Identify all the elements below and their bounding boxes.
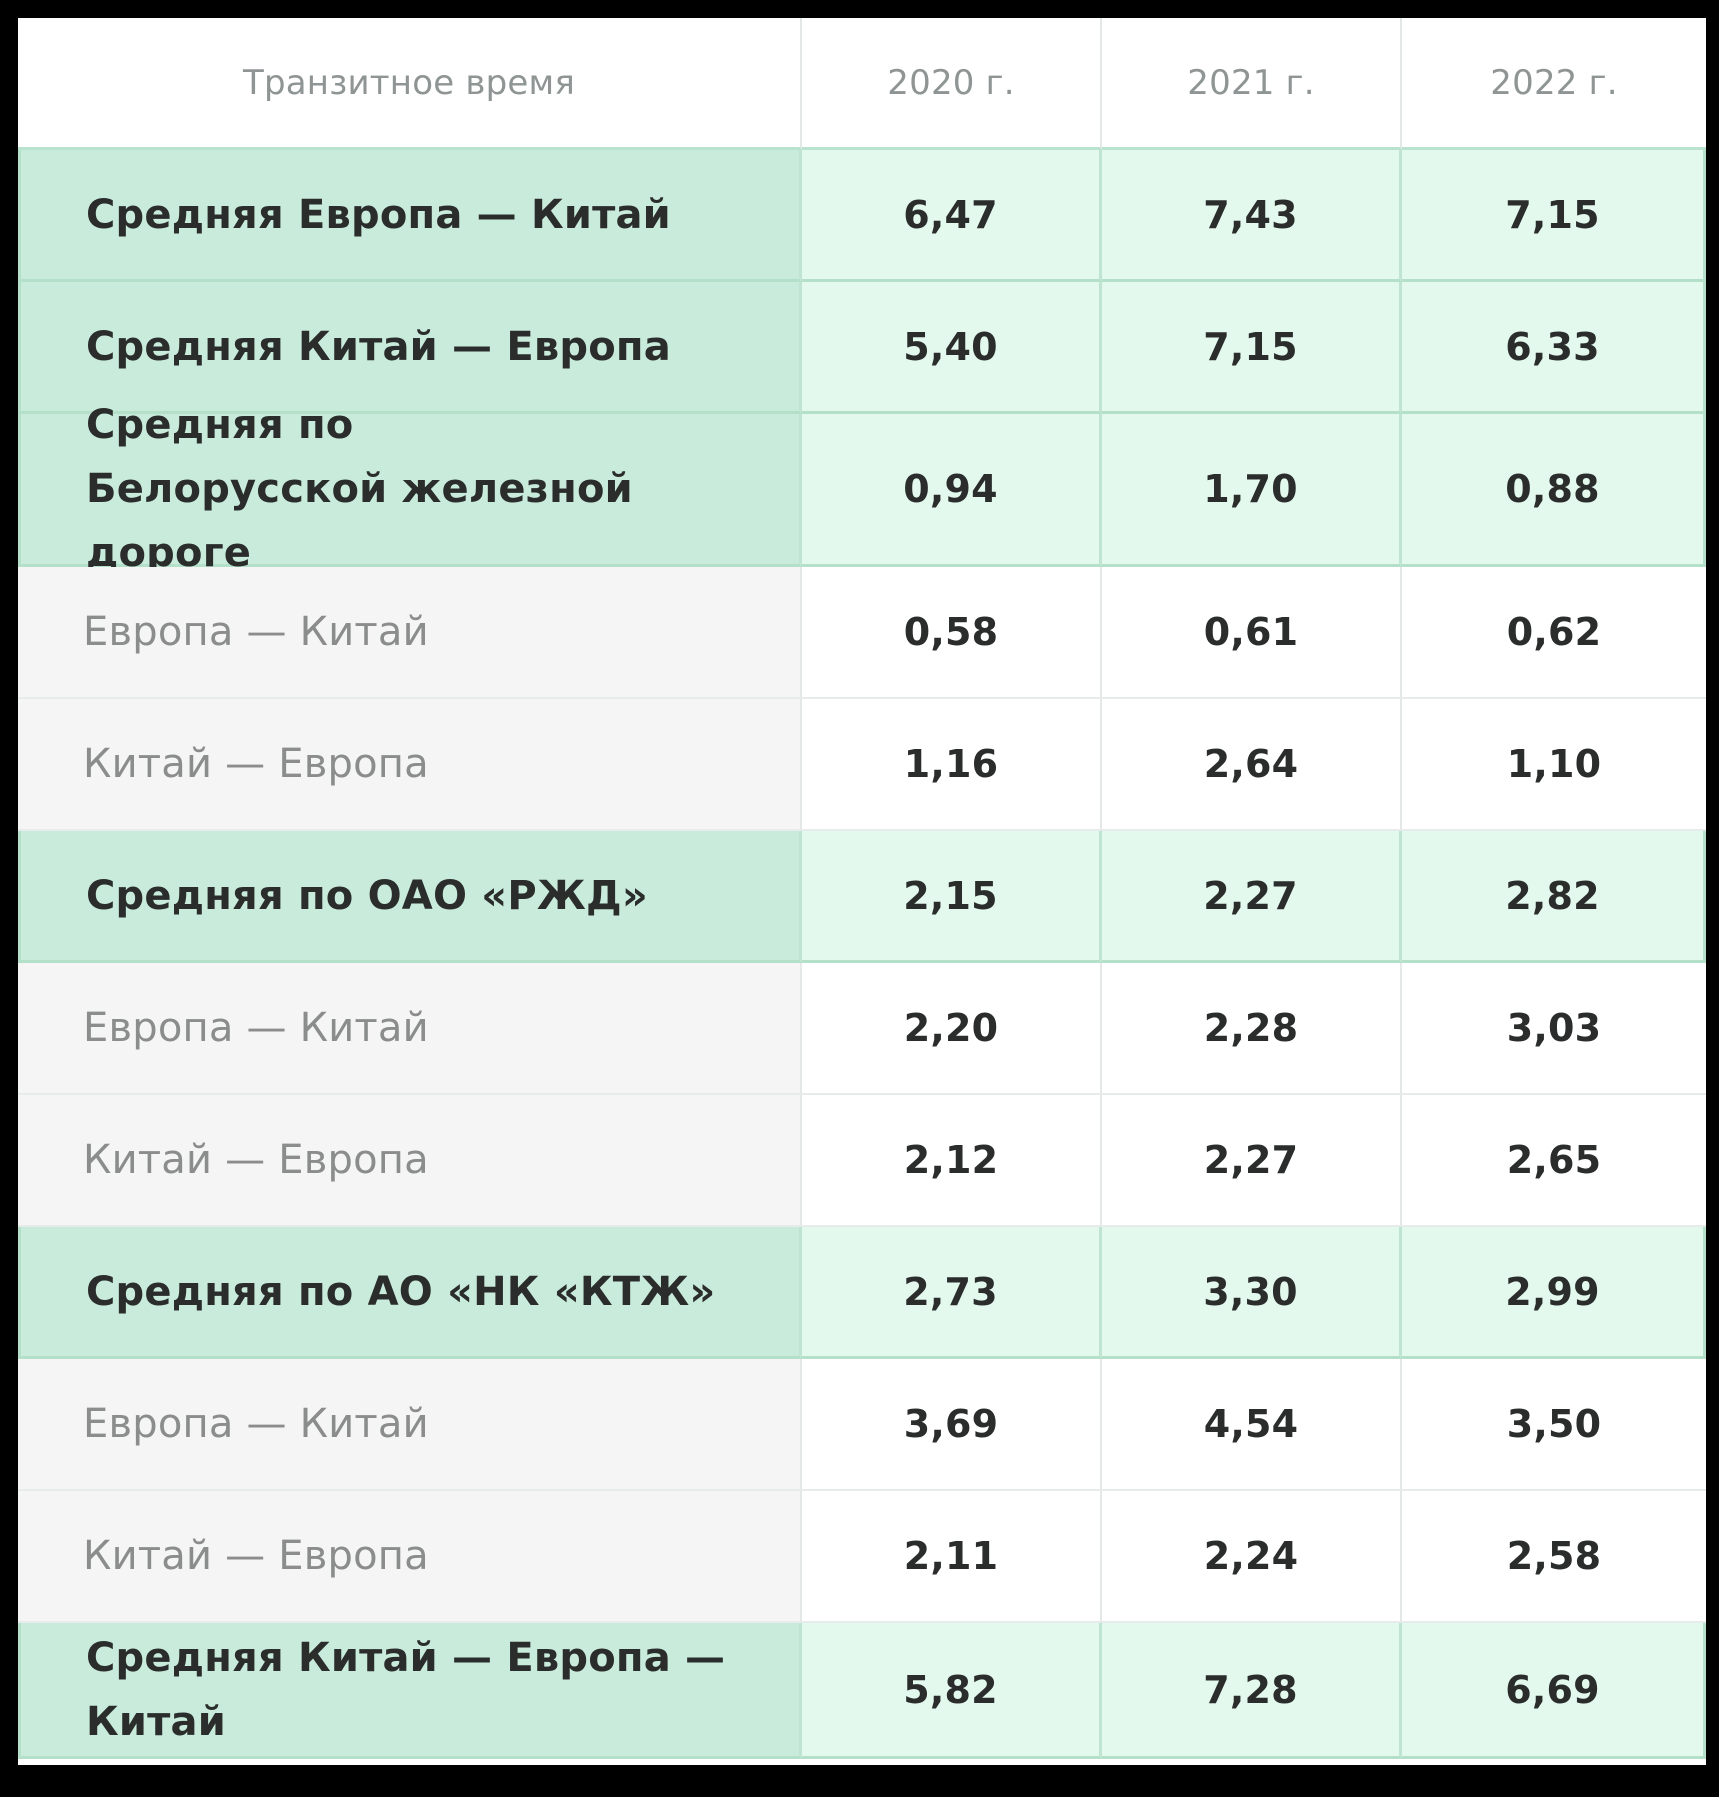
table-frame: Транзитное время 2020 г. 2021 г. 2022 г.… (18, 18, 1706, 1765)
value-cell-2022: 2,99 (1402, 1227, 1706, 1359)
value-cell-2022: 7,15 (1402, 150, 1706, 282)
value-cell-2022: 1,10 (1402, 699, 1706, 831)
row-label: Европа — Китай (18, 567, 802, 699)
value-cell-2021: 2,27 (1102, 831, 1402, 963)
value-cell-2021: 2,64 (1102, 699, 1402, 831)
value-cell-2020: 2,12 (802, 1095, 1102, 1227)
transit-time-table: Транзитное время 2020 г. 2021 г. 2022 г.… (18, 18, 1706, 1759)
header-cell-2022: 2022 г. (1402, 18, 1706, 150)
value-cell-2022: 3,03 (1402, 963, 1706, 1095)
header-cell-transit-time: Транзитное время (18, 18, 802, 150)
value-cell-2020: 2,11 (802, 1491, 1102, 1623)
row-label: Европа — Китай (18, 963, 802, 1095)
value-cell-2020: 0,58 (802, 567, 1102, 699)
value-cell-2020: 5,40 (802, 282, 1102, 414)
value-cell-2021: 7,28 (1102, 1623, 1402, 1759)
row-label: Средняя по АО «НК «КТЖ» (18, 1227, 802, 1359)
value-cell-2022: 3,50 (1402, 1359, 1706, 1491)
row-label: Средняя Китай — Европа (18, 282, 802, 414)
row-label: Средняя по ОАО «РЖД» (18, 831, 802, 963)
value-cell-2020: 5,82 (802, 1623, 1102, 1759)
value-cell-2022: 2,58 (1402, 1491, 1706, 1623)
value-cell-2022: 2,65 (1402, 1095, 1706, 1227)
row-label: Европа — Китай (18, 1359, 802, 1491)
value-cell-2020: 0,94 (802, 414, 1102, 567)
value-cell-2020: 2,20 (802, 963, 1102, 1095)
value-cell-2021: 4,54 (1102, 1359, 1402, 1491)
header-cell-2020: 2020 г. (802, 18, 1102, 150)
value-cell-2020: 2,73 (802, 1227, 1102, 1359)
row-label: Средняя по Белорусской железной дороге (18, 402, 802, 576)
row-label: Китай — Европа (18, 1491, 802, 1623)
value-cell-2020: 1,16 (802, 699, 1102, 831)
row-label: Средняя Китай — Европа — Китай (18, 1623, 802, 1759)
value-cell-2021: 3,30 (1102, 1227, 1402, 1359)
header-cell-2021: 2021 г. (1102, 18, 1402, 150)
value-cell-2022: 2,82 (1402, 831, 1706, 963)
value-cell-2022: 0,62 (1402, 567, 1706, 699)
value-cell-2022: 6,69 (1402, 1623, 1706, 1759)
value-cell-2021: 1,70 (1102, 414, 1402, 567)
value-cell-2021: 2,27 (1102, 1095, 1402, 1227)
row-label: Китай — Европа (18, 699, 802, 831)
value-cell-2022: 0,88 (1402, 414, 1706, 567)
row-label: Средняя Европа — Китай (18, 150, 802, 282)
value-cell-2021: 2,28 (1102, 963, 1402, 1095)
value-cell-2021: 0,61 (1102, 567, 1402, 699)
value-cell-2021: 7,43 (1102, 150, 1402, 282)
value-cell-2021: 7,15 (1102, 282, 1402, 414)
value-cell-2020: 2,15 (802, 831, 1102, 963)
value-cell-2020: 6,47 (802, 150, 1102, 282)
value-cell-2021: 2,24 (1102, 1491, 1402, 1623)
row-label: Китай — Европа (18, 1095, 802, 1227)
value-cell-2020: 3,69 (802, 1359, 1102, 1491)
value-cell-2022: 6,33 (1402, 282, 1706, 414)
